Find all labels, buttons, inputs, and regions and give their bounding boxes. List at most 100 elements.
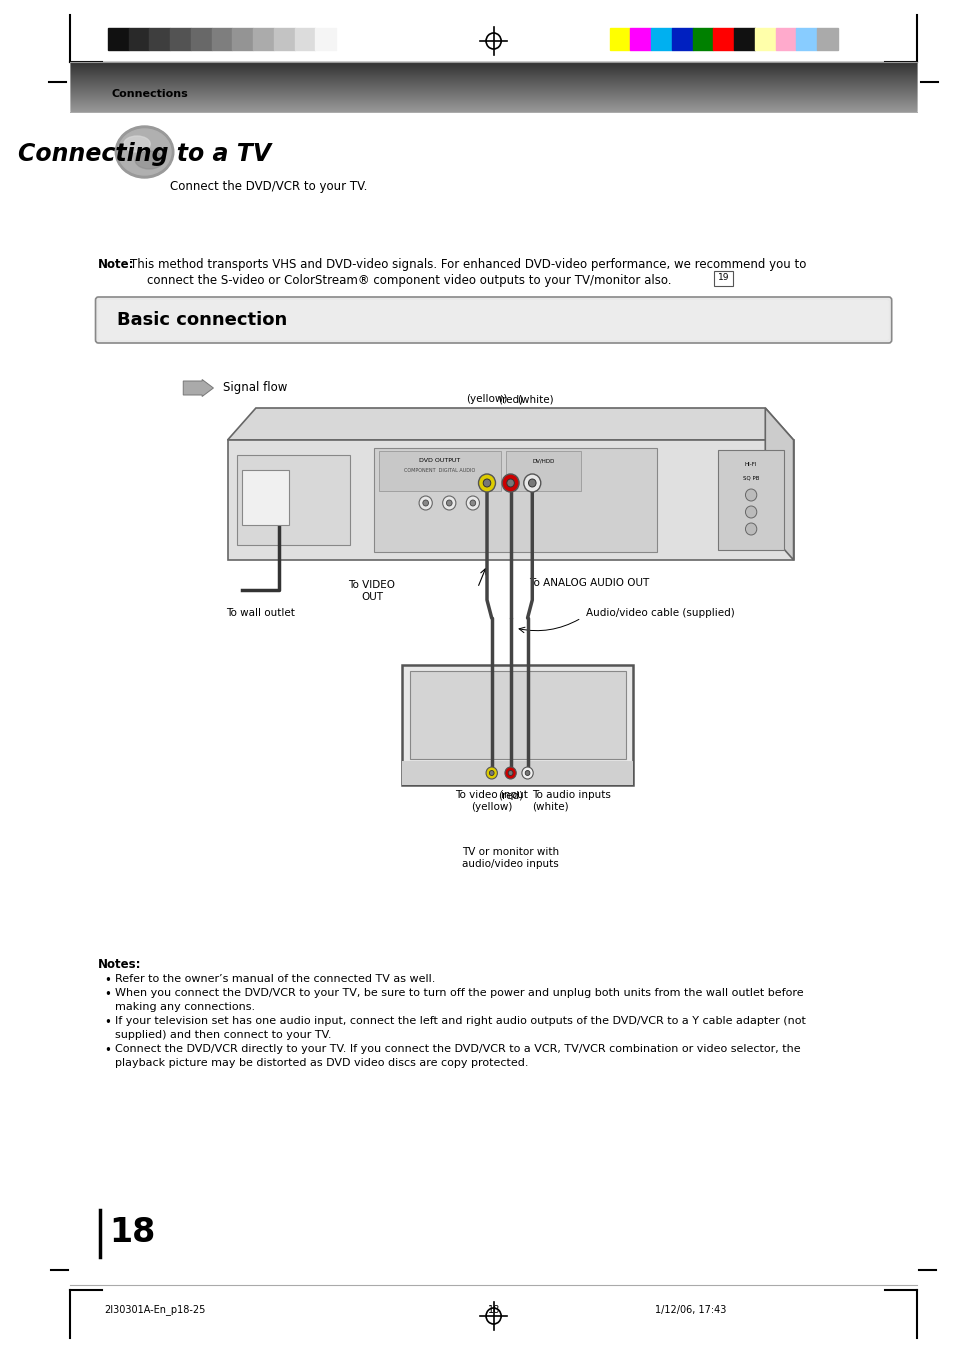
- Bar: [294, 28, 315, 50]
- Circle shape: [470, 500, 476, 507]
- Text: HI-FI: HI-FI: [744, 462, 757, 467]
- Text: To ANALOG AUDIO OUT: To ANALOG AUDIO OUT: [529, 578, 649, 588]
- Circle shape: [478, 474, 495, 492]
- Bar: [401, 761, 633, 785]
- Text: To audio inputs
(white): To audio inputs (white): [532, 790, 611, 812]
- Bar: [374, 449, 656, 553]
- Text: connect the S-video or ColorStream® component video outputs to your TV/monitor a: connect the S-video or ColorStream® comp…: [148, 274, 671, 286]
- Circle shape: [528, 480, 536, 486]
- Circle shape: [422, 500, 428, 507]
- Text: DV/HDD: DV/HDD: [532, 458, 555, 463]
- Circle shape: [506, 480, 514, 486]
- Bar: [170, 28, 191, 50]
- Text: playback picture may be distorted as DVD video discs are copy protected.: playback picture may be distorted as DVD…: [115, 1058, 528, 1069]
- Text: •: •: [104, 988, 111, 1001]
- FancyArrow shape: [183, 380, 213, 396]
- Bar: [315, 28, 335, 50]
- Text: This method transports VHS and DVD-video signals. For enhanced DVD-video perform: This method transports VHS and DVD-video…: [131, 258, 806, 272]
- Ellipse shape: [135, 151, 163, 169]
- Text: (red): (red): [497, 394, 522, 404]
- Text: 19: 19: [718, 273, 729, 282]
- Text: TV or monitor with
audio/video inputs: TV or monitor with audio/video inputs: [461, 847, 558, 869]
- Bar: [671, 28, 692, 50]
- Bar: [409, 671, 625, 759]
- Circle shape: [504, 767, 516, 780]
- Bar: [236, 455, 350, 544]
- Text: If your television set has one audio input, connect the left and right audio out: If your television set has one audio inp…: [115, 1016, 805, 1025]
- Bar: [714, 272, 733, 286]
- Text: (yellow): (yellow): [466, 394, 507, 404]
- Text: When you connect the DVD/VCR to your TV, be sure to turn off the power and unplu: When you connect the DVD/VCR to your TV,…: [115, 988, 803, 998]
- Text: supplied) and then connect to your TV.: supplied) and then connect to your TV.: [115, 1029, 332, 1040]
- Bar: [108, 28, 129, 50]
- Bar: [191, 28, 212, 50]
- Text: 1/12/06, 17:43: 1/12/06, 17:43: [654, 1305, 725, 1315]
- Text: •: •: [104, 1044, 111, 1056]
- Bar: [775, 28, 796, 50]
- Bar: [692, 28, 713, 50]
- Bar: [241, 470, 289, 526]
- Text: Connect the DVD/VCR directly to your TV. If you connect the DVD/VCR to a VCR, TV: Connect the DVD/VCR directly to your TV.…: [115, 1044, 801, 1054]
- Bar: [253, 28, 274, 50]
- Text: Refer to the owner’s manual of the connected TV as well.: Refer to the owner’s manual of the conne…: [115, 974, 436, 984]
- Bar: [817, 28, 837, 50]
- Circle shape: [442, 496, 456, 509]
- Bar: [630, 28, 651, 50]
- FancyBboxPatch shape: [98, 300, 888, 340]
- Text: •: •: [104, 1016, 111, 1029]
- Circle shape: [483, 480, 490, 486]
- Ellipse shape: [118, 128, 171, 176]
- Text: Signal flow: Signal flow: [223, 381, 287, 394]
- Bar: [129, 28, 149, 50]
- Circle shape: [489, 770, 494, 775]
- Text: making any connections.: making any connections.: [115, 1002, 255, 1012]
- Bar: [718, 450, 783, 550]
- Circle shape: [418, 496, 432, 509]
- Bar: [796, 28, 817, 50]
- Circle shape: [446, 500, 452, 507]
- Text: Audio/video cable (supplied): Audio/video cable (supplied): [585, 608, 734, 617]
- Circle shape: [523, 474, 540, 492]
- Text: Basic connection: Basic connection: [117, 311, 287, 330]
- Bar: [212, 28, 233, 50]
- Text: To VIDEO
OUT: To VIDEO OUT: [348, 580, 395, 601]
- Text: (red): (red): [497, 790, 522, 800]
- Text: DVD OUTPUT: DVD OUTPUT: [418, 458, 460, 463]
- Polygon shape: [764, 408, 793, 561]
- Circle shape: [744, 507, 756, 517]
- Text: Notes:: Notes:: [98, 958, 142, 971]
- Text: Connect the DVD/VCR to your TV.: Connect the DVD/VCR to your TV.: [170, 180, 367, 193]
- Bar: [378, 451, 500, 490]
- Circle shape: [525, 770, 529, 775]
- Circle shape: [508, 770, 513, 775]
- Text: (white): (white): [517, 394, 553, 404]
- Circle shape: [466, 496, 479, 509]
- Text: To wall outlet: To wall outlet: [226, 608, 294, 617]
- Polygon shape: [228, 408, 793, 440]
- Text: Note:: Note:: [98, 258, 134, 272]
- Bar: [734, 28, 754, 50]
- Bar: [274, 28, 294, 50]
- Circle shape: [485, 767, 497, 780]
- Ellipse shape: [115, 126, 173, 178]
- Bar: [505, 451, 580, 490]
- Text: 18: 18: [487, 1305, 499, 1315]
- Bar: [651, 28, 671, 50]
- Text: •: •: [104, 974, 111, 988]
- Ellipse shape: [124, 136, 150, 153]
- Bar: [233, 28, 253, 50]
- Text: Connections: Connections: [112, 89, 188, 99]
- Text: Connecting to a TV: Connecting to a TV: [18, 142, 271, 166]
- Circle shape: [501, 474, 518, 492]
- Text: 2I30301A-En_p18-25: 2I30301A-En_p18-25: [104, 1305, 205, 1316]
- Circle shape: [744, 489, 756, 501]
- Text: COMPONENT  DIGITAL AUDIO: COMPONENT DIGITAL AUDIO: [404, 467, 475, 473]
- FancyBboxPatch shape: [95, 297, 891, 343]
- Circle shape: [521, 767, 533, 780]
- Bar: [609, 28, 630, 50]
- Circle shape: [744, 523, 756, 535]
- Bar: [149, 28, 170, 50]
- Text: To video input
(yellow): To video input (yellow): [455, 790, 528, 812]
- Bar: [713, 28, 734, 50]
- Bar: [754, 28, 775, 50]
